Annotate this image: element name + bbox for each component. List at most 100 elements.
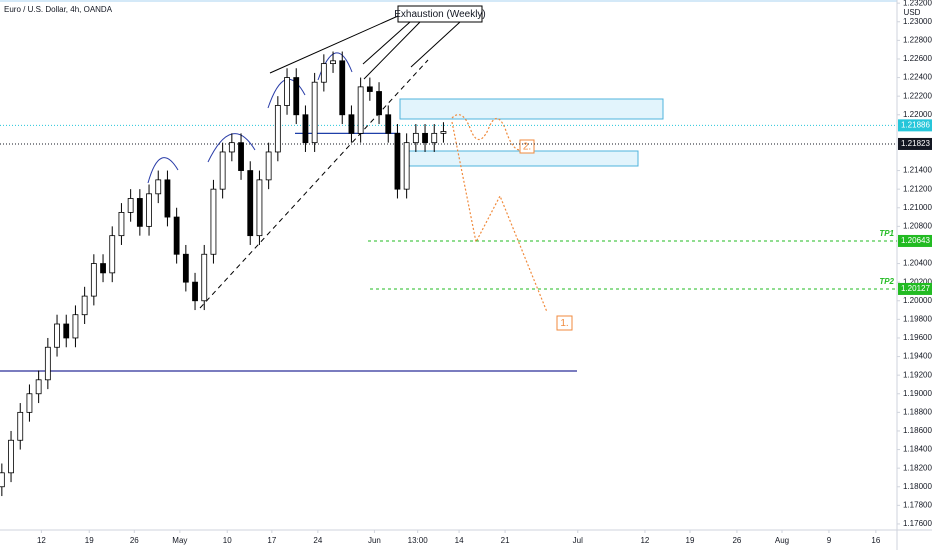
candle-body <box>210 188 217 255</box>
y-tick-label: 1.21200 <box>903 184 932 193</box>
y-tick-label: 1.18200 <box>903 463 932 472</box>
price-label: 1.21823 <box>901 139 930 148</box>
candle-body <box>201 253 208 302</box>
x-tick-label: Jul <box>573 536 583 545</box>
trendline <box>199 59 429 309</box>
candle-body <box>431 132 438 144</box>
x-tick-label: Aug <box>775 536 789 545</box>
candle-body <box>26 393 33 413</box>
annotation: 1. <box>560 318 568 329</box>
y-tick-label: 1.19000 <box>903 389 932 398</box>
candle-body <box>164 179 171 218</box>
y-tick-label: 1.19200 <box>903 370 932 379</box>
y-tick-label: 1.18000 <box>903 482 932 491</box>
candle-body <box>182 253 189 283</box>
candle-body <box>440 131 447 134</box>
candle-body <box>192 281 198 302</box>
x-tick-label: 17 <box>267 536 276 545</box>
level-name: TP2 <box>879 277 894 286</box>
x-tick-label: 26 <box>130 536 139 545</box>
price-box <box>898 137 932 150</box>
candle-body <box>330 60 336 65</box>
y-tick-label: 1.22600 <box>903 54 932 63</box>
price-label: 1.21886 <box>901 120 930 129</box>
candle-body <box>100 263 106 274</box>
candle-body <box>320 63 327 83</box>
y-tick-label: 1.23200 <box>903 0 932 7</box>
candle-body <box>54 323 60 348</box>
candle-body <box>8 439 14 474</box>
y-tick-label: 1.21400 <box>903 166 932 175</box>
x-tick-label: May <box>172 536 187 545</box>
level-price-label: 1.20643 <box>901 236 930 245</box>
y-tick-label: 1.17600 <box>903 519 932 528</box>
candle-body <box>44 346 51 381</box>
y-tick-label: 1.18600 <box>903 426 932 435</box>
arrow <box>410 21 461 68</box>
candle-body <box>72 314 79 339</box>
level-price-box <box>898 282 932 295</box>
y-tick-label: 1.20200 <box>903 277 932 286</box>
candle-body <box>422 132 428 144</box>
candle-body <box>265 151 272 181</box>
candle-body <box>90 263 97 297</box>
candle-body <box>219 151 226 190</box>
candle-body <box>376 91 382 116</box>
candle-body <box>274 105 281 153</box>
level-name: TP1 <box>879 229 894 238</box>
annotation: Exhaustion (Weekly) <box>394 9 486 20</box>
y-tick-label: 1.19600 <box>903 333 932 342</box>
candle-body <box>357 86 364 134</box>
x-tick-label: 12 <box>37 536 46 545</box>
y-tick-label: 1.22800 <box>903 35 932 44</box>
x-tick-label: 12 <box>640 536 649 545</box>
candle-body <box>284 77 290 106</box>
y-tick-label: 1.21000 <box>903 203 932 212</box>
supply-zone <box>399 98 664 120</box>
annotation-box <box>519 139 535 154</box>
arrow <box>363 21 421 80</box>
candle-body <box>302 114 309 144</box>
arrow <box>269 15 399 74</box>
y-tick-label: 1.22000 <box>903 110 932 119</box>
projection-path <box>451 121 548 313</box>
x-tick-label: 13:00 <box>408 536 429 545</box>
y-tick-label: 1.17800 <box>903 500 932 509</box>
annotation: 2. <box>523 142 531 153</box>
axis-unit: USD <box>904 8 921 17</box>
candle-body <box>366 86 373 92</box>
candle-body <box>394 132 401 190</box>
y-tick-label: 1.20800 <box>903 221 932 230</box>
candle-body <box>339 60 346 116</box>
candle-body <box>173 216 180 255</box>
candle-body <box>403 142 410 190</box>
candle-body <box>247 170 254 237</box>
candle-body <box>238 142 244 171</box>
candle-body <box>311 81 318 144</box>
candle-body <box>127 198 134 213</box>
candle-body <box>256 179 263 237</box>
candle-body <box>348 114 355 134</box>
annotation-box <box>556 315 573 331</box>
candle-body <box>118 212 125 237</box>
level-price-label: 1.20127 <box>901 284 930 293</box>
candle-body <box>109 235 116 274</box>
x-tick-label: 10 <box>223 536 232 545</box>
y-tick-label: 1.19400 <box>903 352 932 361</box>
y-tick-label: 1.22400 <box>903 73 932 82</box>
x-tick-label: 26 <box>732 536 741 545</box>
exhaustion-arrows <box>269 15 461 80</box>
y-tick-label: 1.20400 <box>903 259 932 268</box>
candle-body <box>35 379 42 395</box>
chart-title: Euro / U.S. Dollar, 4h, OANDA <box>4 5 113 14</box>
x-tick-label: 9 <box>827 536 832 545</box>
x-tick-label: 14 <box>455 536 464 545</box>
y-tick-label: 1.18400 <box>903 445 932 454</box>
candle-body <box>385 114 392 134</box>
y-tick-label: 1.19800 <box>903 314 932 323</box>
candle-body <box>293 77 300 116</box>
annotation-box <box>397 5 483 23</box>
candle-body <box>0 472 5 488</box>
y-tick-label: 1.20000 <box>903 296 932 305</box>
price-box <box>898 119 932 132</box>
